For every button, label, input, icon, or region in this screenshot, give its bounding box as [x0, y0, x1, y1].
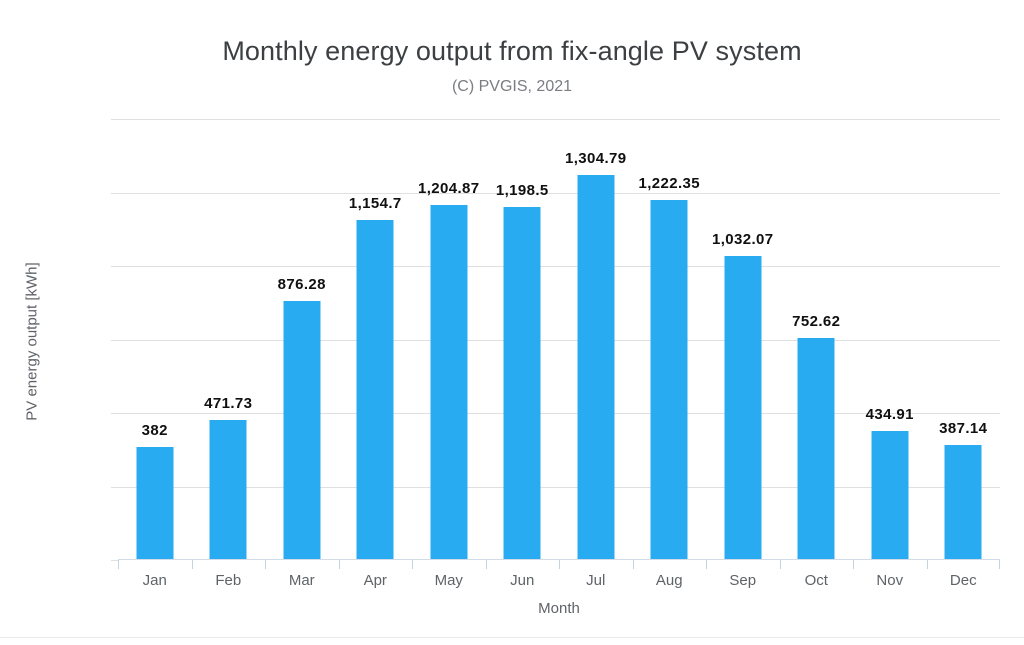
- x-axis-tick-label: Oct: [804, 572, 828, 589]
- y-axis-title: PV energy output [kWh]: [23, 262, 41, 421]
- x-axis-tick: [338, 560, 340, 569]
- bar-value-label: 1,198.5: [495, 181, 549, 199]
- gridline: [118, 339, 1000, 341]
- bar-group: 434.91: [853, 119, 927, 560]
- chart-title: Monthly energy output from fix-angle PV …: [222, 36, 802, 66]
- x-axis-tick-label: Mar: [288, 572, 315, 589]
- bar[interactable]: [356, 219, 394, 559]
- y-axis-tick: [111, 266, 118, 267]
- y-axis-tick: [111, 192, 118, 194]
- bar-value-label: 1,222.35: [638, 174, 701, 192]
- x-axis-tick-label: Aug: [655, 572, 683, 589]
- gridline: [118, 119, 1000, 120]
- x-axis-tick: [999, 560, 1000, 569]
- chart-subtitle: (C) PVGIS, 2021: [451, 78, 573, 95]
- bar-group: 1,222.35: [633, 119, 707, 560]
- x-axis-tick: [926, 560, 928, 569]
- gridline: [118, 192, 1000, 194]
- bar-value-label: 434.91: [865, 406, 914, 424]
- x-axis-tick: [559, 560, 560, 569]
- y-axis-tick: [111, 560, 118, 561]
- bar[interactable]: [136, 446, 174, 559]
- gridline: [118, 413, 1000, 414]
- x-axis-tick: [779, 560, 781, 569]
- bar-group: 1,304.79: [559, 119, 633, 560]
- bar-group: 382: [118, 119, 192, 560]
- bar[interactable]: [650, 199, 688, 559]
- bar-group: 387.14: [927, 119, 1001, 560]
- bar[interactable]: [430, 204, 468, 559]
- category-axis: Jan Feb Mar Apr May Jun Jul Aug Sep Oct Nov Dec: [118, 560, 1000, 596]
- bar[interactable]: [797, 337, 835, 559]
- gridline: [118, 486, 1000, 488]
- bar-group: 471.73: [192, 119, 266, 560]
- bar[interactable]: [503, 206, 541, 559]
- x-axis-tick-label: Nov: [876, 572, 904, 589]
- x-axis-title: Month: [538, 600, 580, 617]
- x-axis-tick: [412, 560, 413, 569]
- y-axis-tick: [111, 339, 118, 341]
- x-axis-tick: [706, 560, 707, 569]
- x-axis-tick: [485, 560, 487, 569]
- x-axis-tick-label: Sep: [729, 572, 757, 589]
- bar-value-label: 1,154.7: [348, 194, 402, 212]
- bar-group: 752.62: [780, 119, 854, 560]
- footer-divider: [0, 637, 1024, 638]
- bar-group: 1,198.5: [486, 119, 560, 560]
- x-axis-tick-label: Apr: [363, 572, 387, 589]
- x-axis-tick: [191, 560, 193, 569]
- bar-value-label: 387.14: [939, 420, 988, 438]
- bar[interactable]: [209, 420, 247, 559]
- bar-value-label: 1,204.87: [417, 179, 480, 197]
- bar-value-label: 876.28: [277, 276, 326, 294]
- bar[interactable]: [577, 175, 615, 559]
- gridline: [118, 266, 1000, 267]
- x-axis-tick: [853, 560, 854, 569]
- bar[interactable]: [724, 255, 762, 559]
- x-axis-tick-label: Jun: [510, 572, 535, 589]
- bar-value-label: 471.73: [204, 395, 253, 413]
- y-axis-tick: [111, 119, 118, 120]
- y-axis-tick: [111, 413, 118, 414]
- bar-value-label: 752.62: [792, 312, 841, 330]
- x-axis-tick-label: Jul: [586, 572, 606, 589]
- x-axis-tick-label: Feb: [215, 572, 242, 589]
- bar[interactable]: [871, 431, 909, 559]
- y-axis-tick: [111, 486, 118, 488]
- x-axis-tick-label: Dec: [949, 572, 977, 589]
- x-axis-tick: [118, 560, 119, 569]
- bar-value-label: 1,032.07: [711, 230, 774, 248]
- x-axis-tick-label: May: [434, 572, 463, 589]
- bar-group: 1,154.7: [339, 119, 413, 560]
- x-axis-tick: [632, 560, 634, 569]
- axis-baseline: [118, 559, 1000, 560]
- bar-group: 876.28: [265, 119, 339, 560]
- x-axis-tick-label: Jan: [142, 572, 167, 589]
- bar-value-label: 382: [141, 421, 168, 439]
- bar[interactable]: [283, 301, 321, 559]
- bar-group: 1,204.87: [412, 119, 486, 560]
- plot-area: 0250500750100012501500382471.73876.281,1…: [111, 119, 1001, 561]
- bar-value-label: 1,304.79: [564, 150, 627, 168]
- bar-group: 1,032.07: [706, 119, 780, 560]
- bar[interactable]: [944, 445, 982, 559]
- x-axis-tick: [265, 560, 266, 569]
